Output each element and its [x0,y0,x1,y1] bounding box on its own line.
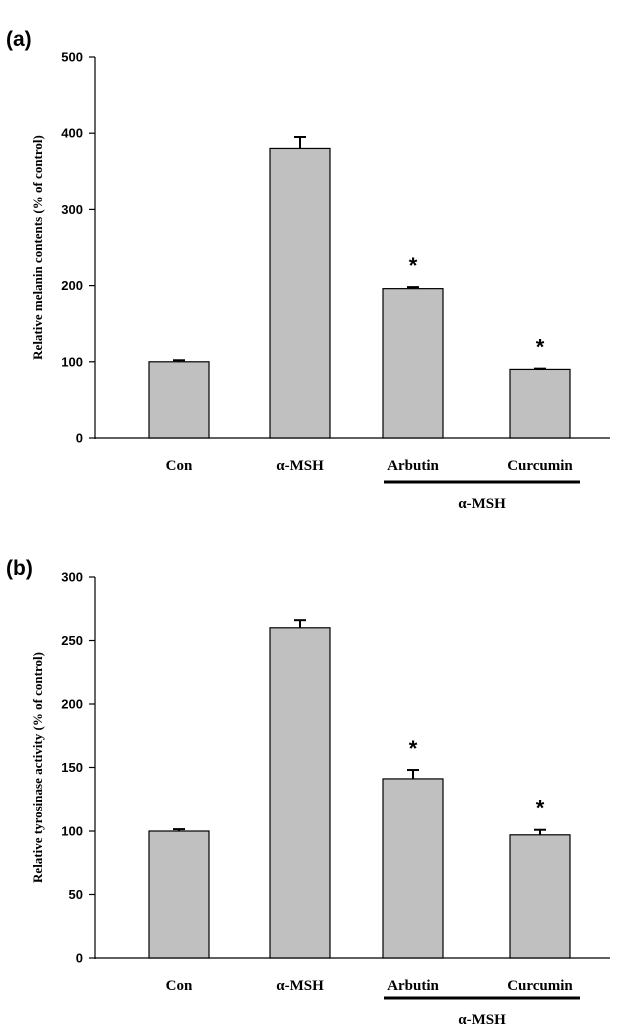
y-tick-label: 150 [61,760,83,775]
bar [509,368,571,439]
category-label: Curcumin [507,978,573,994]
category-label: Con [166,458,193,474]
y-tick-label: 300 [61,570,83,585]
y-tick-label: 400 [61,126,83,141]
y-tick-label: 200 [61,278,83,293]
significance-marker: * [409,736,418,761]
significance-marker: * [536,335,545,360]
y-tick-label: 200 [61,697,83,712]
category-label: Arbutin [387,978,439,994]
group-label: α-MSH [458,496,506,512]
bar [269,147,331,439]
category-label: Con [166,978,193,994]
y-tick-label: 250 [61,633,83,648]
y-tick-label: 0 [76,951,83,966]
category-label: Curcumin [507,458,573,474]
category-label: α-MSH [276,978,324,994]
chart-panel-b: (b) 0 50 100 150 200 250 300 Relative tyrosinase… [6,557,610,1027]
category-label: α-MSH [276,458,324,474]
y-axis-label: Relative melanin contents (% of control) [30,135,45,360]
bar [509,834,571,959]
y-axis-label: Relative tyrosinase activity (% of contr… [30,652,45,883]
bar [148,361,210,439]
y-tick-label: 0 [76,431,83,446]
significance-marker: * [409,253,418,278]
category-label: Arbutin [387,458,439,474]
chart-panel-a: (a) 0 100 200 300 400 500 Relative melanin cont… [6,28,610,512]
y-tick-label: 50 [69,887,83,902]
y-tick-label: 100 [61,354,83,369]
bar [269,627,331,959]
y-tick-label: 100 [61,824,83,839]
bar [148,830,210,959]
bar [382,778,444,959]
significance-marker: * [536,796,545,821]
panel-label: (a) [6,28,32,51]
group-label: α-MSH [458,1012,506,1027]
y-tick-label: 500 [61,50,83,65]
panel-label: (b) [6,557,33,580]
y-tick-label: 300 [61,202,83,217]
bar [382,288,444,439]
